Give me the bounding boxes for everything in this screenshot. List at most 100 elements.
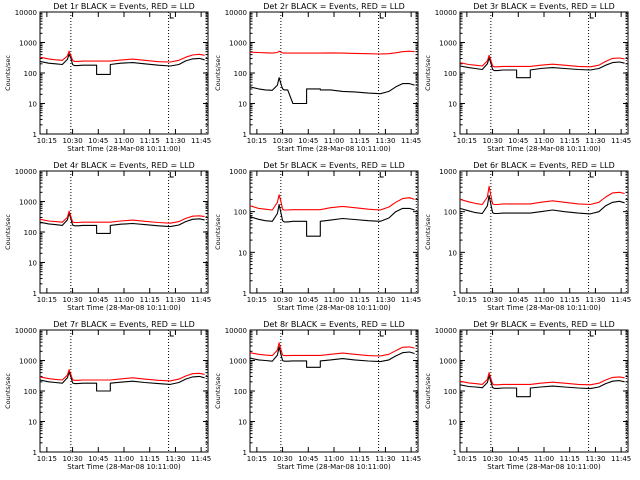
x-tick-label: 11:15	[350, 137, 370, 145]
y-axis-label: Counts/sec	[214, 373, 222, 409]
y-tick-label: 10000	[15, 9, 37, 17]
x-tick-label: 10:30	[482, 296, 502, 304]
series-line-lld	[459, 372, 625, 386]
series-line-events	[39, 53, 205, 75]
y-tick-label: 100	[234, 70, 247, 78]
y-tick-label: 1000	[439, 358, 457, 366]
series-line-lld	[459, 54, 625, 68]
y-tick-label: 1	[33, 449, 37, 457]
y-axis-label: Counts/sec	[214, 55, 222, 91]
x-axis-label: Start Time (28-Mar-08 10:11:00)	[277, 145, 391, 153]
y-tick-label: 100	[234, 209, 247, 217]
y-tick-label: 10000	[435, 9, 457, 17]
x-tick-label: 10:15	[37, 137, 57, 145]
y-axis-label: Counts/sec	[4, 55, 12, 91]
y-tick-label: 100	[234, 388, 247, 396]
y-tick-label: 1000	[439, 168, 457, 176]
x-tick-label: 10:15	[247, 455, 267, 463]
x-tick-label: 11:30	[585, 137, 605, 145]
x-tick-label: 11:00	[534, 137, 554, 145]
panel-title: Det 1r BLACK = Events, RED = LLD	[53, 2, 195, 11]
panel-title: Det 4r BLACK = Events, RED = LLD	[53, 161, 195, 170]
series-line-events	[459, 57, 625, 79]
series-line-events	[459, 194, 625, 215]
x-tick-label: 11:45	[191, 455, 211, 463]
marker-bracket	[169, 13, 174, 19]
x-tick-label: 11:45	[401, 296, 421, 304]
plot-frame	[459, 11, 629, 135]
panel-det-9: Det 9r BLACK = Events, RED = LLD 1 10 100 10…	[424, 320, 631, 471]
y-tick-label: 1	[33, 290, 37, 298]
panel-det-2: Det 2r BLACK = Events, RED = LLD 1 10 100 10…	[214, 2, 421, 153]
x-tick-label: 10:45	[298, 296, 318, 304]
x-axis-label: Start Time (28-Mar-08 10:11:00)	[67, 304, 181, 312]
panel-det-1: Det 1r BLACK = Events, RED = LLD 1 10 100 10…	[4, 2, 211, 153]
x-tick-label: 10:30	[482, 455, 502, 463]
y-tick-label: 10000	[15, 327, 37, 335]
x-tick-label: 10:30	[62, 296, 82, 304]
y-tick-label: 100	[444, 209, 457, 217]
x-tick-label: 11:00	[114, 455, 134, 463]
x-axis-label: Start Time (28-Mar-08 10:11:00)	[277, 463, 391, 471]
marker-bracket	[169, 172, 174, 178]
y-tick-label: 10	[28, 101, 37, 109]
y-tick-label: 1	[243, 449, 247, 457]
x-tick-label: 10:15	[37, 455, 57, 463]
plot-frame	[39, 329, 209, 453]
marker-bracket	[589, 172, 594, 178]
y-axis-label: Counts/sec	[4, 373, 12, 409]
y-axis-label: Counts/sec	[424, 373, 432, 409]
x-tick-label: 11:45	[401, 137, 421, 145]
y-tick-label: 1000	[229, 40, 247, 48]
y-axis-label: Counts/sec	[424, 55, 432, 91]
y-tick-label: 10000	[435, 327, 457, 335]
x-tick-label: 11:15	[140, 137, 160, 145]
x-tick-label: 10:45	[508, 137, 528, 145]
y-tick-label: 10	[28, 419, 37, 427]
x-tick-label: 10:15	[37, 296, 57, 304]
x-tick-label: 10:15	[247, 137, 267, 145]
series-line-lld	[249, 194, 415, 211]
x-tick-label: 10:45	[88, 137, 108, 145]
x-tick-label: 11:45	[611, 296, 631, 304]
series-line-events	[39, 371, 205, 392]
x-axis-label: Start Time (28-Mar-08 10:11:00)	[67, 463, 181, 471]
y-tick-label: 10	[238, 419, 247, 427]
x-tick-label: 10:45	[508, 455, 528, 463]
x-tick-label: 11:45	[611, 137, 631, 145]
x-axis-label: Start Time (28-Mar-08 10:11:00)	[487, 463, 601, 471]
x-tick-label: 10:15	[247, 296, 267, 304]
y-tick-label: 10	[448, 419, 457, 427]
x-tick-label: 11:15	[140, 455, 160, 463]
x-tick-label: 11:45	[191, 137, 211, 145]
x-tick-label: 11:00	[114, 137, 134, 145]
y-tick-label: 100	[24, 388, 37, 396]
x-tick-label: 11:30	[165, 455, 185, 463]
x-tick-label: 10:30	[62, 455, 82, 463]
x-tick-label: 10:15	[457, 296, 477, 304]
y-tick-label: 1000	[439, 40, 457, 48]
x-tick-label: 11:30	[585, 296, 605, 304]
y-tick-label: 10000	[15, 168, 37, 176]
plot-frame	[39, 11, 209, 135]
y-tick-label: 1000	[19, 40, 37, 48]
x-tick-label: 11:30	[375, 296, 395, 304]
series-line-lld	[459, 185, 625, 206]
panel-det-4: Det 4r BLACK = Events, RED = LLD 1 10 100 10…	[4, 161, 211, 312]
marker-bracket	[379, 13, 384, 19]
x-tick-label: 11:30	[375, 455, 395, 463]
y-tick-label: 10	[28, 260, 37, 268]
plot-frame	[249, 329, 419, 453]
x-tick-label: 10:30	[62, 137, 82, 145]
x-tick-label: 11:15	[560, 296, 580, 304]
x-tick-label: 10:45	[88, 296, 108, 304]
plot-frame	[249, 170, 419, 294]
y-tick-label: 10	[238, 101, 247, 109]
x-tick-label: 10:30	[482, 137, 502, 145]
panel-det-5: Det 5r BLACK = Events, RED = LLD 1 10 100 10…	[214, 161, 421, 312]
panel-title: Det 2r BLACK = Events, RED = LLD	[263, 2, 405, 11]
x-tick-label: 11:00	[114, 296, 134, 304]
y-tick-label: 1	[453, 290, 457, 298]
panel-title: Det 8r BLACK = Events, RED = LLD	[263, 320, 405, 329]
